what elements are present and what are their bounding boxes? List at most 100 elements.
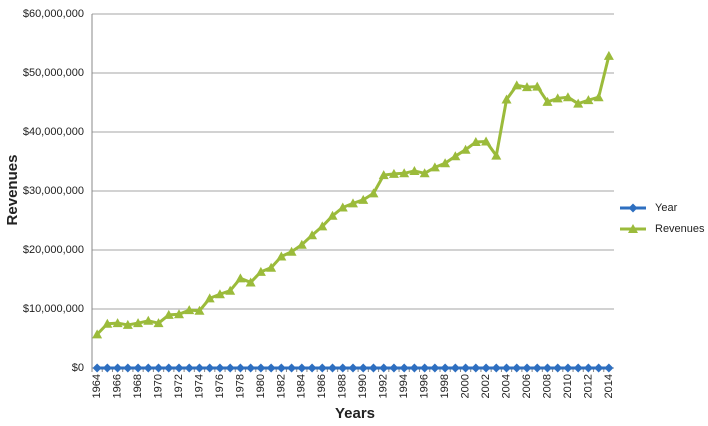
x-tick-label: 1994 xyxy=(398,374,410,398)
point xyxy=(348,198,358,208)
point xyxy=(113,363,123,373)
point xyxy=(307,363,317,373)
point xyxy=(133,363,143,373)
y-tick-label: $60,000,000 xyxy=(23,8,84,20)
point xyxy=(409,363,419,373)
point xyxy=(379,363,389,373)
point xyxy=(512,363,522,373)
point xyxy=(102,363,112,373)
point xyxy=(164,363,174,373)
x-axis-title: Years xyxy=(335,405,375,422)
legend-label: Year xyxy=(655,202,678,214)
point xyxy=(287,363,297,373)
point xyxy=(440,158,451,168)
point xyxy=(501,94,512,104)
point xyxy=(583,95,594,105)
point xyxy=(266,262,277,272)
point xyxy=(296,239,307,249)
point xyxy=(317,363,327,373)
point xyxy=(562,92,573,102)
x-tick-label: 2008 xyxy=(541,374,553,398)
x-tick-label: 1966 xyxy=(111,374,123,398)
x-tick-label: 1980 xyxy=(255,374,267,398)
x-tick-label: 2006 xyxy=(521,374,533,398)
point xyxy=(399,363,409,373)
y-tick-label: $20,000,000 xyxy=(23,244,84,256)
x-tick-label: 2014 xyxy=(603,374,615,398)
point xyxy=(276,251,287,261)
x-tick-label: 1998 xyxy=(439,374,451,398)
y-axis-title: Revenues xyxy=(4,155,21,226)
point xyxy=(532,81,543,91)
point xyxy=(338,363,348,373)
point xyxy=(573,98,584,108)
point xyxy=(143,315,154,325)
point xyxy=(542,363,552,373)
point xyxy=(603,50,614,60)
point xyxy=(491,150,502,160)
point xyxy=(409,165,420,175)
point xyxy=(235,363,245,373)
x-tick-label: 2010 xyxy=(562,374,574,398)
point xyxy=(297,363,307,373)
x-tick-label: 2004 xyxy=(500,374,512,398)
point xyxy=(225,285,236,295)
point xyxy=(368,188,379,198)
x-tick-label: 1996 xyxy=(419,374,431,398)
point xyxy=(194,305,205,315)
point xyxy=(532,363,542,373)
point xyxy=(215,363,225,373)
point xyxy=(511,80,522,90)
point xyxy=(154,363,164,373)
point xyxy=(143,363,153,373)
point xyxy=(205,363,215,373)
point xyxy=(594,363,604,373)
series-line xyxy=(96,55,611,336)
y-tick-label: $10,000,000 xyxy=(23,303,84,315)
point xyxy=(92,363,102,373)
x-tick-label: 2012 xyxy=(582,374,594,398)
point xyxy=(553,363,563,373)
point xyxy=(276,363,286,373)
x-tick-label: 2000 xyxy=(459,374,471,398)
point xyxy=(112,318,123,328)
point xyxy=(214,289,225,299)
point xyxy=(502,363,512,373)
x-tick-label: 1986 xyxy=(316,374,328,398)
legend-label: Revenues xyxy=(655,223,705,235)
point xyxy=(430,363,440,373)
x-tick-label: 1982 xyxy=(275,374,287,398)
x-tick-label: 1990 xyxy=(357,374,369,398)
point xyxy=(368,363,378,373)
point xyxy=(317,221,328,231)
point xyxy=(583,363,593,373)
point xyxy=(358,194,369,204)
x-tick-label: 1970 xyxy=(152,374,164,398)
point xyxy=(337,202,348,212)
point xyxy=(542,96,553,106)
point xyxy=(133,318,144,328)
y-tick-label: $40,000,000 xyxy=(23,126,84,138)
point xyxy=(174,309,184,319)
point xyxy=(563,363,573,373)
point xyxy=(522,363,532,373)
point xyxy=(450,363,460,373)
point xyxy=(163,309,174,319)
point xyxy=(255,266,266,276)
point xyxy=(593,92,604,102)
point xyxy=(153,318,164,328)
point xyxy=(266,363,276,373)
point xyxy=(522,82,532,92)
x-tick-label: 1972 xyxy=(173,374,185,398)
y-tick-label: $0 xyxy=(72,362,84,374)
point xyxy=(358,363,368,373)
point xyxy=(461,363,471,373)
x-tick-label: 1976 xyxy=(214,374,226,398)
point xyxy=(552,93,563,103)
point xyxy=(604,363,614,373)
point xyxy=(246,363,256,373)
x-tick-label: 1974 xyxy=(193,374,205,398)
point xyxy=(184,363,194,373)
point xyxy=(419,168,430,178)
